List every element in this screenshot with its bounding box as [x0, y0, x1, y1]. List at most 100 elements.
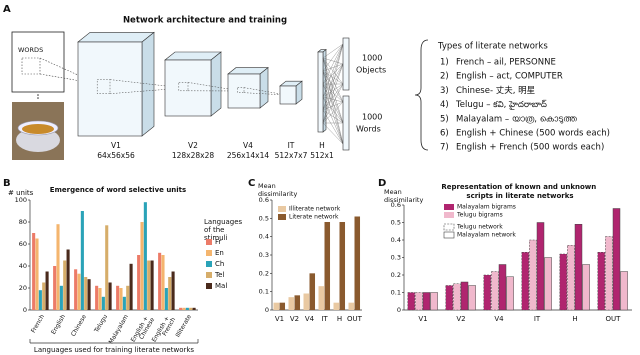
bar [98, 288, 102, 310]
layer-top [77, 32, 155, 43]
x-tick-label: English [50, 313, 67, 335]
legend-swatch [278, 206, 286, 212]
brace [414, 39, 429, 151]
receptive-field [21, 57, 41, 75]
bar [620, 271, 628, 311]
legend-label: En [215, 249, 224, 257]
bar [279, 302, 286, 310]
bar [506, 276, 514, 311]
bar [105, 225, 109, 310]
bar [324, 222, 331, 310]
connection [322, 109, 344, 145]
bar [605, 236, 613, 311]
bar [182, 307, 186, 310]
y-axis-label: # units [8, 189, 34, 197]
x-tick-label: Malayalam [107, 313, 129, 345]
bar [468, 285, 476, 311]
connection [322, 43, 344, 98]
bar [189, 307, 193, 310]
connection [322, 57, 344, 85]
x-tick-label: H [337, 315, 342, 323]
legend-swatch [444, 212, 454, 218]
output-label: Words [356, 125, 381, 134]
y-tick-label: 40 [19, 262, 27, 270]
legend-swatch [444, 204, 454, 210]
layer-name: V1 [111, 141, 121, 150]
y-tick-label: 100 [15, 196, 27, 204]
output-layer [342, 37, 350, 91]
connection [322, 57, 344, 145]
list-number: 3) [440, 86, 449, 96]
bar [354, 216, 361, 310]
list-text: Malayalam – യാത്ര, കൊടുത്ത [456, 114, 578, 124]
layer-side [259, 66, 269, 109]
y-tick-label: 0.4 [259, 233, 269, 241]
y-tick-label: 0.5 [391, 219, 401, 227]
bar [491, 271, 499, 311]
tea [22, 124, 54, 134]
chart-title: Emergence of word selective units [50, 186, 186, 194]
bar [95, 285, 99, 310]
layer-front [317, 51, 324, 133]
bar [147, 260, 151, 310]
legend-swatch [206, 283, 212, 289]
bar [185, 307, 189, 310]
text-line: of the [204, 226, 227, 234]
connection [322, 63, 344, 85]
connection [322, 101, 344, 111]
legend-title: Languages of the stimuli [204, 218, 244, 242]
connection [322, 70, 344, 124]
bar [80, 211, 84, 310]
connection [322, 63, 344, 111]
projection [109, 79, 184, 89]
legend-label: Telugu bigrams [456, 212, 503, 219]
text-line: English [50, 313, 67, 335]
connection [322, 96, 344, 124]
list-text: Telugu – కవి, హైదరాబాద్ [455, 99, 547, 110]
bar [559, 253, 568, 311]
y-tick-label: 0.1 [391, 289, 401, 297]
bar [161, 255, 165, 310]
bar [119, 288, 123, 310]
y-tick-label: 0.2 [391, 271, 401, 279]
bar [179, 307, 183, 310]
x-tick-label: H [572, 315, 577, 323]
y-tick-label: 20 [19, 284, 27, 292]
bar [612, 208, 621, 311]
layer-front [164, 59, 212, 117]
layer-name: V2 [188, 141, 198, 150]
input-label: WORDS [18, 46, 43, 54]
bar [59, 285, 63, 310]
x-tick-label: IT [534, 315, 541, 323]
x-tick-label: IT [321, 315, 328, 323]
bar [101, 296, 105, 310]
text-line: Telugu [92, 313, 108, 334]
text-line: dissimilarity [384, 196, 423, 204]
panel-label: D [378, 178, 386, 189]
bar [42, 282, 46, 310]
legend-label: Tel [214, 271, 224, 279]
text-line: Mean [258, 182, 278, 190]
bar [529, 239, 537, 311]
text-line: Languages [204, 218, 244, 226]
bar [171, 271, 175, 310]
bar [108, 282, 112, 310]
bar [63, 260, 67, 310]
text-line: dissimilarity [258, 190, 297, 198]
x-tick-label: V2 [456, 315, 465, 323]
connection [322, 83, 344, 145]
connection [322, 43, 344, 111]
connection [322, 109, 344, 124]
bar [192, 307, 196, 310]
bar [309, 273, 316, 310]
bar [303, 293, 310, 310]
y-tick-label: 0.2 [259, 269, 269, 277]
connection [322, 63, 344, 124]
list-title: Types of literate networks [437, 42, 548, 52]
list-text: French – ail, PERSONNE [456, 58, 556, 68]
connection [322, 63, 344, 98]
layer-name: H [319, 141, 325, 150]
bar [415, 292, 423, 311]
bar [498, 264, 507, 311]
